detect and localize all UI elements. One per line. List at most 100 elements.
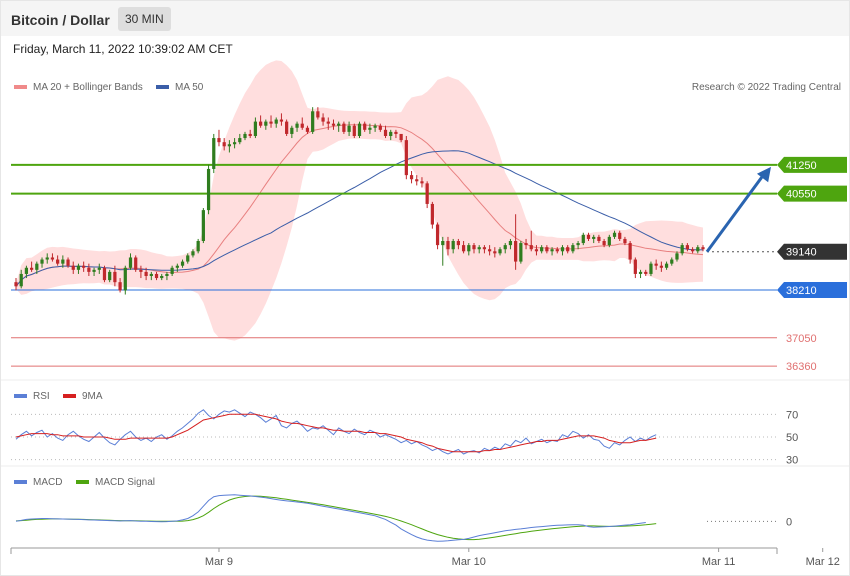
research-credit: Research © 2022 Trading Central [692,82,841,93]
candle-body [446,241,450,250]
candle-body [160,276,164,279]
level-label: 39140 [786,247,817,259]
candle-body [196,241,200,252]
candle [113,265,117,287]
x-tick-label: Mar 10 [452,556,486,568]
candle [337,121,341,132]
rsi-tick-label: 70 [786,409,798,421]
candle [435,222,440,250]
macd-line [15,494,646,542]
candle [196,238,200,254]
candle-body [14,282,18,287]
candle [154,271,159,281]
candle-body [477,247,481,250]
candle-body [40,259,44,264]
candle [389,129,393,141]
candle [503,243,507,254]
candle [71,261,75,274]
candle [56,255,60,266]
candle [295,121,299,132]
candle [102,265,107,283]
candle [508,238,513,250]
candle [76,263,81,274]
candle [175,263,179,272]
candle [212,133,216,174]
candle [128,253,133,270]
candle-body [529,245,533,250]
candle-body [144,271,148,276]
candle [186,253,190,264]
candle-body [415,179,419,182]
candle-body [201,210,205,241]
candle-body [311,111,315,132]
candle-body [451,241,455,250]
candle-body [175,265,179,268]
candle-body [97,267,101,270]
price-levels: 41250 40550 39140 38210 37050 36360 [11,156,847,373]
candle [701,245,705,252]
candle [87,263,91,276]
candle [290,125,294,139]
candle [451,238,455,254]
x-tick-label: Mar 11 [702,556,735,568]
candle-body [243,133,247,139]
candle [170,265,174,276]
candle-body [24,267,29,274]
candle [40,257,44,268]
candle-body [664,263,669,268]
candle-body [472,245,476,250]
candle [477,245,481,254]
candle [243,131,247,141]
candle [498,247,502,256]
candle-body [685,245,689,250]
x-axis: Mar 9 Mar 10 Mar 11 Mar 12 [10,548,840,568]
x-tick-label: Mar 9 [205,556,233,568]
candle-body [493,251,497,254]
candle [378,123,382,132]
candle [581,232,585,246]
candle-body [331,123,336,126]
candle-body [514,241,518,262]
candle-body [316,111,320,118]
candle [264,119,268,130]
candle-body [378,125,382,130]
candle-body [633,259,637,274]
candle [82,261,86,272]
candle [488,245,492,256]
candle-body [394,131,398,134]
timeframe-button[interactable]: 30 MIN [118,7,171,31]
level-label: 38210 [786,285,817,297]
candle [222,138,226,151]
candle-body [524,243,528,246]
candle-body [71,265,75,270]
candle [139,265,143,279]
candle [285,119,289,136]
macd-tick-label: 0 [786,516,792,528]
candle [149,271,153,281]
candle [14,278,18,291]
candle [415,175,419,186]
candle-body [222,142,226,147]
candle [602,238,606,248]
candle-body [363,123,367,130]
candle-body [555,249,559,252]
level-38210: 38210 [11,282,847,298]
candle [259,115,263,128]
candle [472,243,476,254]
candle-body [123,267,127,291]
candle-body [618,232,622,239]
candle [311,107,315,134]
candle-body [545,247,549,252]
candle-body [149,273,153,276]
candle [227,140,231,153]
candle-body [675,253,679,260]
candle-body [389,131,393,136]
candle-body [87,267,91,272]
candle-body [61,259,65,264]
candle-body [670,259,674,264]
candle-body [373,125,377,128]
candle-body [368,127,372,130]
level-tag [777,282,847,298]
